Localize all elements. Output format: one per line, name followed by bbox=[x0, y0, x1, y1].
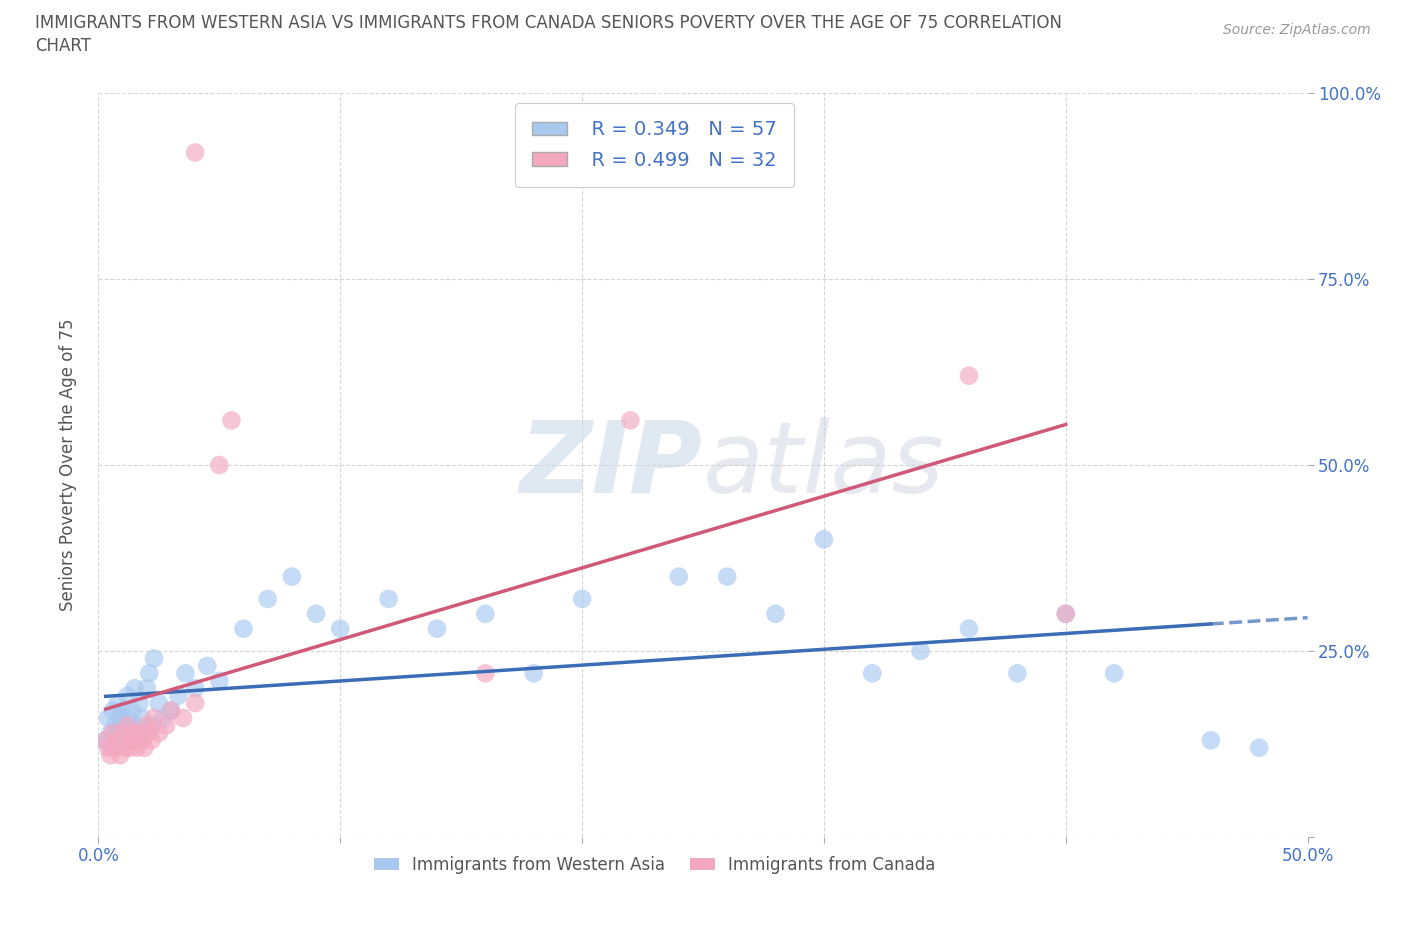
Point bbox=[121, 725, 143, 740]
Point bbox=[101, 725, 124, 740]
Point bbox=[167, 688, 190, 703]
Point bbox=[377, 591, 399, 606]
Point bbox=[138, 725, 160, 740]
Point bbox=[94, 733, 117, 748]
Point bbox=[148, 725, 170, 740]
Point bbox=[281, 569, 304, 584]
Point bbox=[910, 644, 932, 658]
Point bbox=[128, 696, 150, 711]
Point bbox=[141, 718, 163, 733]
Point bbox=[152, 711, 174, 725]
Point bbox=[135, 681, 157, 696]
Point bbox=[97, 711, 120, 725]
Point bbox=[141, 733, 163, 748]
Text: CHART: CHART bbox=[35, 37, 91, 55]
Point bbox=[957, 368, 980, 383]
Point bbox=[523, 666, 546, 681]
Point bbox=[101, 740, 124, 755]
Point bbox=[127, 733, 149, 748]
Point bbox=[208, 458, 231, 472]
Text: IMMIGRANTS FROM WESTERN ASIA VS IMMIGRANTS FROM CANADA SENIORS POVERTY OVER THE : IMMIGRANTS FROM WESTERN ASIA VS IMMIGRAN… bbox=[35, 14, 1062, 32]
Point bbox=[124, 733, 146, 748]
Point bbox=[118, 740, 141, 755]
Point bbox=[155, 718, 177, 733]
Point bbox=[131, 733, 153, 748]
Point bbox=[221, 413, 243, 428]
Point bbox=[107, 733, 129, 748]
Point bbox=[160, 703, 183, 718]
Point bbox=[172, 711, 194, 725]
Point bbox=[111, 718, 134, 733]
Point bbox=[135, 718, 157, 733]
Point bbox=[1007, 666, 1029, 681]
Point bbox=[195, 658, 218, 673]
Point bbox=[107, 696, 129, 711]
Point bbox=[107, 733, 129, 748]
Text: ZIP: ZIP bbox=[520, 417, 703, 513]
Point bbox=[128, 725, 150, 740]
Point bbox=[716, 569, 738, 584]
Point bbox=[124, 681, 146, 696]
Point bbox=[474, 666, 496, 681]
Point bbox=[101, 703, 124, 718]
Point bbox=[571, 591, 593, 606]
Point bbox=[134, 740, 156, 755]
Point bbox=[114, 733, 136, 748]
Point bbox=[143, 651, 166, 666]
Point bbox=[100, 748, 122, 763]
Point bbox=[134, 725, 156, 740]
Point bbox=[184, 681, 207, 696]
Point bbox=[668, 569, 690, 584]
Point bbox=[957, 621, 980, 636]
Point bbox=[94, 733, 117, 748]
Point bbox=[1249, 740, 1271, 755]
Point bbox=[138, 666, 160, 681]
Point bbox=[131, 711, 153, 725]
Point bbox=[121, 703, 143, 718]
Point bbox=[143, 711, 166, 725]
Point bbox=[117, 718, 139, 733]
Text: Source: ZipAtlas.com: Source: ZipAtlas.com bbox=[1223, 23, 1371, 37]
Point bbox=[256, 591, 278, 606]
Text: atlas: atlas bbox=[703, 417, 945, 513]
Point bbox=[108, 748, 131, 763]
Point bbox=[184, 696, 207, 711]
Point bbox=[108, 711, 131, 725]
Point bbox=[117, 688, 139, 703]
Point bbox=[619, 413, 641, 428]
Point bbox=[108, 725, 131, 740]
Point bbox=[118, 725, 141, 740]
Point bbox=[813, 532, 835, 547]
Point bbox=[1199, 733, 1222, 748]
Point bbox=[305, 606, 328, 621]
Point bbox=[426, 621, 449, 636]
Point bbox=[765, 606, 787, 621]
Point bbox=[127, 740, 149, 755]
Point bbox=[124, 718, 146, 733]
Point bbox=[1054, 606, 1077, 621]
Point bbox=[184, 145, 207, 160]
Point bbox=[100, 725, 122, 740]
Point bbox=[1054, 606, 1077, 621]
Point bbox=[111, 703, 134, 718]
Point bbox=[208, 673, 231, 688]
Point bbox=[117, 711, 139, 725]
Point bbox=[97, 740, 120, 755]
Point bbox=[474, 606, 496, 621]
Point bbox=[160, 703, 183, 718]
Point bbox=[104, 718, 127, 733]
Point bbox=[329, 621, 352, 636]
Point bbox=[148, 696, 170, 711]
Point bbox=[232, 621, 254, 636]
Y-axis label: Seniors Poverty Over the Age of 75: Seniors Poverty Over the Age of 75 bbox=[59, 319, 77, 611]
Point bbox=[860, 666, 883, 681]
Point bbox=[104, 740, 127, 755]
Point bbox=[1102, 666, 1125, 681]
Legend: Immigrants from Western Asia, Immigrants from Canada: Immigrants from Western Asia, Immigrants… bbox=[367, 849, 942, 881]
Point bbox=[111, 725, 134, 740]
Point bbox=[174, 666, 197, 681]
Point bbox=[114, 740, 136, 755]
